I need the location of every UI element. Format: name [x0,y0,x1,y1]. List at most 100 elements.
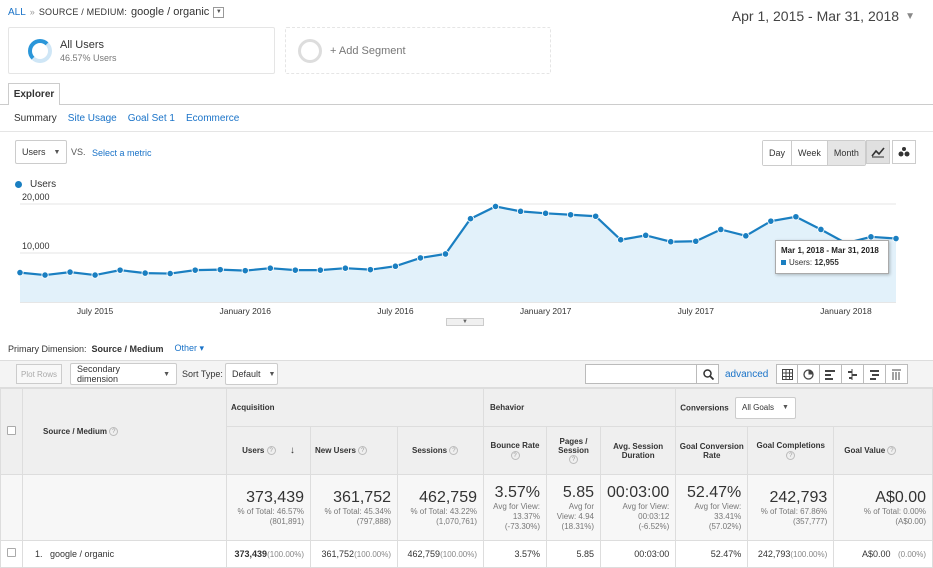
data-point[interactable] [642,231,650,239]
term-cloud-view-button[interactable] [864,364,886,384]
help-icon[interactable]: ? [449,446,459,456]
col-goal-completions[interactable]: Goal Completions? [747,426,835,475]
col-bounce-rate[interactable]: Bounce Rate? [483,426,547,475]
dimension-header[interactable]: Source / Medium [43,426,108,436]
subtab-ecommerce[interactable]: Ecommerce [185,113,240,124]
chevron-down-icon: ▼ [53,148,61,156]
data-point[interactable] [66,268,74,276]
col-pages-session[interactable]: Pages / Session? [546,426,601,475]
tooltip-series-swatch [781,260,786,266]
data-point[interactable] [41,271,49,279]
plot-rows-button[interactable]: Plot Rows [16,364,63,384]
data-point[interactable] [491,202,500,211]
pivot-view-button[interactable] [886,364,908,384]
data-point[interactable] [567,211,575,219]
totals-sub: % of Total: 45.34% [324,506,391,516]
row-conv-rate: 52.47% [675,540,749,568]
data-point[interactable] [692,237,700,245]
data-point[interactable] [216,266,224,274]
data-point[interactable] [391,262,400,270]
data-point[interactable] [892,234,900,243]
help-icon[interactable]: ? [109,427,119,437]
totals-sub-compare: (18.31%) [561,521,594,531]
data-point[interactable] [191,266,199,274]
row-checkbox[interactable] [7,548,16,557]
primary-dimension-value[interactable]: Source / Medium [91,343,164,354]
secondary-dimension-select[interactable]: Secondary dimension ▼ [70,363,177,385]
search-icon [702,368,714,380]
goals-select[interactable]: All Goals ▼ [734,396,796,419]
data-point[interactable] [116,266,124,274]
period-week-button[interactable]: Week [792,141,828,165]
data-point[interactable] [266,264,274,272]
add-segment-button[interactable]: + Add Segment [285,27,551,74]
motion-chart-button[interactable] [892,140,916,164]
select-all-checkbox[interactable] [7,426,16,435]
help-icon[interactable]: ? [786,450,796,460]
data-point[interactable] [466,215,475,223]
data-point[interactable] [717,225,725,234]
data-point[interactable] [416,254,425,262]
data-point[interactable] [91,271,99,279]
totals-cell: 3.57% Avg for View: 13.37% (-73.30%) [483,474,547,541]
data-point[interactable] [592,212,600,220]
data-point[interactable] [742,232,750,240]
totals-sub-compare: (801,891) [269,516,304,526]
table-search-input[interactable] [585,364,719,384]
date-range-picker[interactable]: Apr 1, 2015 - Mar 31, 2018 ▼ [732,8,915,24]
performance-view-button[interactable] [820,364,842,384]
data-table-view-button[interactable] [776,364,798,384]
data-point[interactable] [166,269,174,278]
help-icon[interactable]: ? [887,446,897,456]
col-goal-conv-rate[interactable]: Goal Conversion Rate [675,426,749,475]
collapse-chart-button[interactable]: ▼ [446,318,484,326]
row-dimension-value[interactable]: google / organic [50,549,115,559]
data-point[interactable] [366,266,374,274]
data-point[interactable] [792,213,800,221]
period-day-button[interactable]: Day [763,141,793,165]
data-point[interactable] [817,225,825,234]
col-new-users[interactable]: New Users ? [310,426,398,475]
data-point[interactable] [441,250,450,258]
sort-type-select[interactable]: Default ▼ [225,363,278,385]
data-point[interactable] [141,269,149,277]
other-dimension-link[interactable]: Other ▾ [174,343,205,353]
tab-explorer[interactable]: Explorer [8,83,60,105]
data-point[interactable] [241,267,249,275]
col-users[interactable]: Users ? ↓ [226,426,311,475]
data-point[interactable] [316,266,324,274]
help-icon[interactable]: ? [510,450,520,460]
advanced-filter-link[interactable]: advanced [725,369,769,380]
pie-view-button[interactable] [798,364,820,384]
help-icon[interactable]: ? [569,455,578,465]
breadcrumb-all-link[interactable]: ALL [8,6,26,18]
help-icon[interactable]: ? [358,446,368,456]
period-month-button[interactable]: Month [827,141,865,165]
select-metric-link[interactable]: Select a metric [92,148,152,158]
data-point[interactable] [767,217,775,225]
line-chart-button[interactable] [866,140,890,164]
subtab-summary[interactable]: Summary [14,113,57,124]
data-point[interactable] [16,269,24,277]
totals-sub-compare: (-6.52%) [638,521,670,531]
data-point[interactable] [541,209,550,217]
metric-select[interactable]: Users ▼ [15,140,67,164]
data-point[interactable] [291,266,299,274]
comparison-view-button[interactable] [842,364,864,384]
totals-value: A$0.00 [875,488,926,506]
segment-all-users[interactable]: All Users 46.57% Users [8,27,275,74]
col-avg-duration[interactable]: Avg. Session Duration [599,426,677,475]
help-icon[interactable]: ? [266,446,276,456]
subtab-goal-set-1[interactable]: Goal Set 1 [127,113,175,124]
data-point[interactable] [516,207,525,215]
data-point[interactable] [667,238,675,246]
behavior-group-header: Behavior [482,388,677,427]
search-button[interactable] [696,364,719,384]
col-goal-value[interactable]: Goal Value ? [833,426,933,475]
col-sessions[interactable]: Sessions ? [397,426,484,475]
data-point[interactable] [341,264,349,272]
table-row[interactable]: 1. google / organic 373,439(100.00%) 361… [0,540,933,568]
data-point[interactable] [617,236,625,244]
breadcrumb-dropdown-icon[interactable]: ▼ [213,6,225,18]
subtab-site-usage[interactable]: Site Usage [67,113,117,124]
